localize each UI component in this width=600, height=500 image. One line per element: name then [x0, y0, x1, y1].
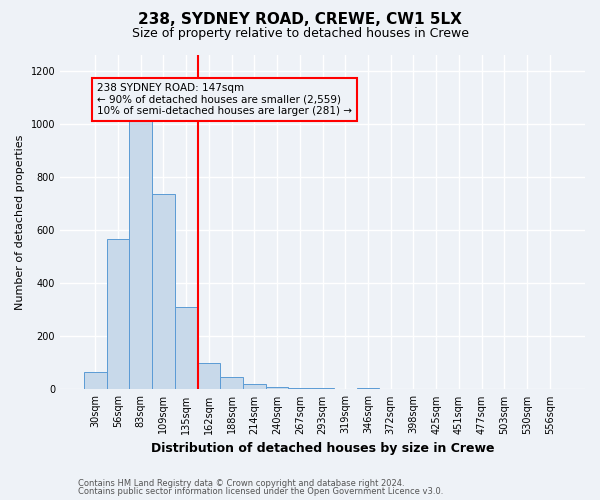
Bar — [130, 118, 152, 390]
Bar — [175, 307, 197, 390]
Bar — [197, 363, 220, 390]
X-axis label: Distribution of detached houses by size in Crewe: Distribution of detached houses by size … — [151, 442, 494, 455]
Bar — [107, 240, 130, 390]
Y-axis label: Number of detached properties: Number of detached properties — [15, 134, 25, 310]
Bar — [356, 388, 379, 390]
Text: 238, SYDNEY ROAD, CREWE, CW1 5LX: 238, SYDNEY ROAD, CREWE, CW1 5LX — [138, 12, 462, 28]
Bar — [289, 388, 311, 390]
Bar — [266, 387, 289, 390]
Text: Size of property relative to detached houses in Crewe: Size of property relative to detached ho… — [131, 28, 469, 40]
Bar — [243, 384, 266, 390]
Bar — [220, 378, 243, 390]
Bar — [152, 194, 175, 390]
Text: Contains HM Land Registry data © Crown copyright and database right 2024.: Contains HM Land Registry data © Crown c… — [78, 478, 404, 488]
Bar — [311, 388, 334, 390]
Text: 238 SYDNEY ROAD: 147sqm
← 90% of detached houses are smaller (2,559)
10% of semi: 238 SYDNEY ROAD: 147sqm ← 90% of detache… — [97, 83, 352, 116]
Bar — [84, 372, 107, 390]
Text: Contains public sector information licensed under the Open Government Licence v3: Contains public sector information licen… — [78, 487, 443, 496]
